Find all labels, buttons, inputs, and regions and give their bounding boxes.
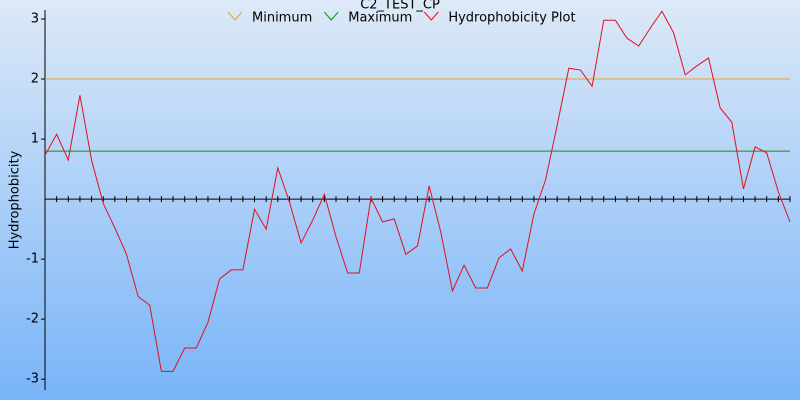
y-tick-label: 1	[31, 132, 39, 147]
legend-icon	[323, 11, 339, 21]
y-tick-label: -1	[26, 252, 39, 267]
legend-label: Maximum	[348, 11, 412, 26]
legend-icon	[227, 11, 243, 21]
chart-title: C2_TEST_CP	[360, 0, 440, 13]
y-tick-label: 3	[31, 12, 39, 27]
y-tick-label: 2	[31, 72, 39, 87]
legend-label: Hydrophobicity Plot	[448, 11, 575, 26]
y-tick-label: -3	[26, 372, 39, 387]
legend-icon	[423, 11, 439, 21]
y-tick-label: -2	[26, 312, 39, 327]
legend-label: Minimum	[252, 11, 312, 26]
y-axis-label: Hydrophobicity	[8, 150, 23, 249]
data-line	[44, 10, 791, 372]
